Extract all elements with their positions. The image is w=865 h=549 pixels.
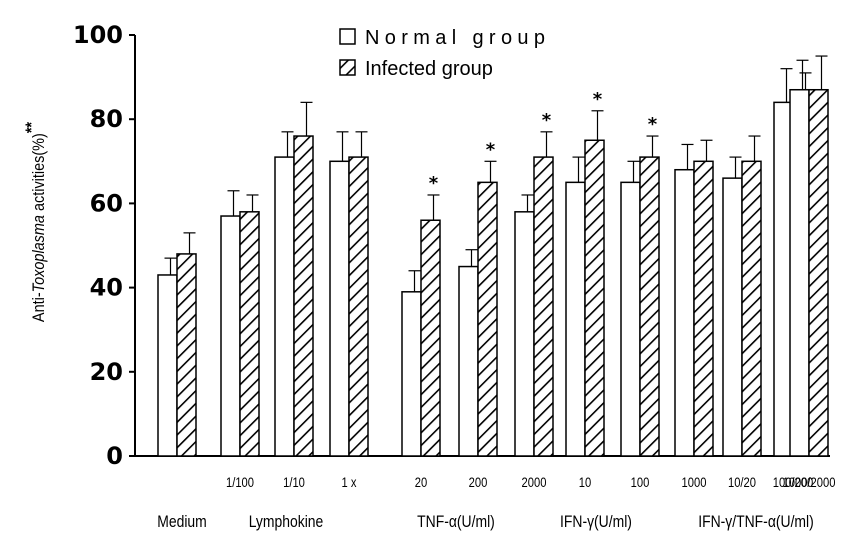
category-tick-label: 20 [415, 475, 427, 490]
category-tick-label: 100 [631, 475, 650, 490]
bar-normal-group [274, 156, 295, 457]
bar-infected-group [639, 156, 660, 457]
bar-normal-group [458, 265, 479, 457]
bar-infected-group [420, 219, 441, 457]
y-tick-label: 0 [106, 442, 123, 470]
significance-mark: * [593, 89, 603, 110]
bar-infected-group [584, 139, 605, 457]
significance-mark: * [542, 110, 552, 131]
significance-mark: * [429, 173, 439, 194]
category-tick-label: 100/200 [773, 475, 813, 490]
category-tick-label: 10 [579, 475, 591, 490]
bar-normal-group [220, 215, 241, 457]
bar-infected-group [808, 88, 829, 457]
legend-label: Normal group [365, 27, 545, 49]
category-tick-label: 1000 [682, 475, 707, 490]
bar-infected-group [533, 156, 554, 457]
group-label: IFN-γ/TNF-α(U/ml) [698, 513, 814, 532]
category-tick-label: 2000 [522, 475, 547, 490]
group-label: Medium [157, 513, 207, 532]
bar-normal-group [620, 181, 641, 457]
bar-normal-group [722, 177, 743, 457]
y-tick-label: 80 [90, 105, 123, 133]
y-tick-label: 40 [90, 274, 123, 302]
y-tick-label: 20 [90, 358, 123, 386]
bar-infected-group [348, 156, 369, 457]
bar-infected-group [176, 253, 197, 457]
category-tick-label: 1/10 [283, 475, 305, 490]
y-axis-label: Anti-Toxoplasma activities(%)** [23, 121, 48, 322]
y-tick-label: 100 [73, 21, 123, 49]
bar-normal-group [514, 211, 535, 457]
legend-swatch-normal [339, 28, 356, 45]
category-tick-label: 1/100 [226, 475, 254, 490]
significance-mark: * [486, 139, 496, 160]
legend-swatch-infected [339, 59, 356, 76]
group-label: Lymphokine [249, 513, 324, 532]
category-tick-label: 200 [469, 475, 488, 490]
bar-normal-group [674, 168, 695, 457]
category-tick-label: 1 x [342, 475, 358, 490]
bar-infected-group [239, 211, 260, 457]
y-tick-label: 60 [90, 189, 123, 217]
bar-normal-group [329, 160, 350, 457]
bar-normal-group [401, 291, 422, 457]
bar-normal-group [565, 181, 586, 457]
significance-mark: * [648, 114, 658, 135]
bar-infected-group [741, 160, 762, 457]
category-tick-label: 10/20 [728, 475, 756, 490]
bar-infected-group [293, 135, 314, 457]
group-label: IFN-γ(U/ml) [560, 513, 632, 532]
group-label: TNF-α(U/ml) [417, 513, 495, 532]
legend-label: Infected group [365, 58, 493, 80]
bar-infected-group [693, 160, 714, 457]
bar-normal-group [157, 274, 178, 457]
category-tick-label: 1000/2000 [783, 475, 836, 490]
bar-infected-group [477, 181, 498, 457]
bar-normal-group [789, 88, 810, 457]
